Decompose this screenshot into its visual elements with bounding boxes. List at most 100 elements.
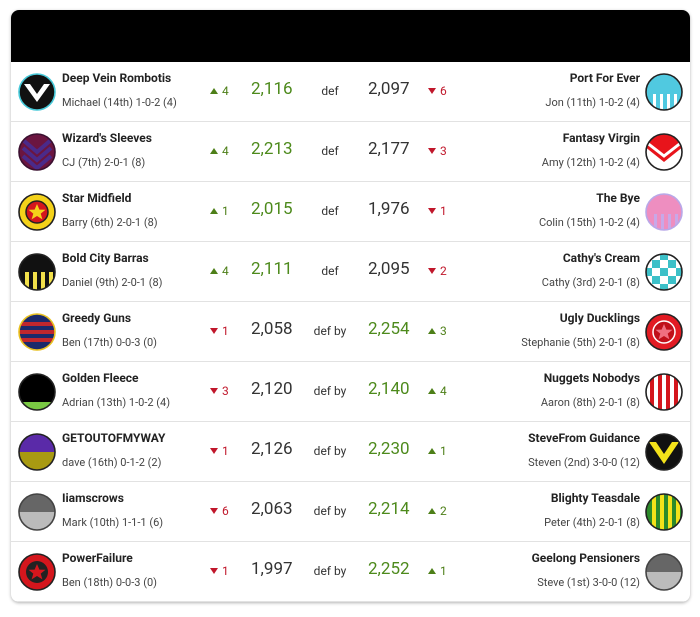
away-score: 2,095 [368, 259, 410, 279]
home-trend-arrow [210, 328, 218, 334]
team-guernsey [18, 553, 56, 591]
home-rank-move: 3 [222, 384, 229, 398]
away-trend-arrow [428, 208, 436, 214]
match-row: Golden Fleece Adrian (13th) 1-0-2 (4) 3 2,1… [11, 362, 690, 422]
away-rank-move: 2 [440, 504, 447, 518]
home-rank-move: 1 [222, 324, 229, 338]
away-rank-move: 3 [440, 324, 447, 338]
home-trend-arrow [210, 448, 218, 454]
away-team-name: SteveFrom Guidance [528, 431, 640, 445]
home-score: 2,058 [251, 319, 293, 339]
away-team-name: Nuggets Nobodys [543, 371, 640, 385]
match-row: Greedy Guns Ben (17th) 0-0-3 (0) 1 2,058 def… [11, 302, 690, 362]
team-guernsey [18, 253, 56, 291]
team-guernsey [18, 193, 56, 231]
away-trend-arrow [428, 148, 436, 154]
home-trend-arrow [210, 508, 218, 514]
home-trend-arrow [210, 568, 218, 574]
home-team-name: Greedy Guns [62, 311, 131, 325]
match-row: Bold City Barras Daniel (9th) 2-0-1 (8) 4 2… [11, 242, 690, 302]
home-team-name: PowerFailure [62, 551, 133, 565]
away-score: 2,214 [368, 499, 410, 519]
away-score: 2,230 [368, 439, 410, 459]
result: def by [313, 384, 347, 398]
away-team-name: Port For Ever [569, 71, 640, 85]
away-team-detail: Cathy (3rd) 2-0-1 (8) [541, 276, 640, 289]
away-rank-move: 1 [440, 444, 447, 458]
away-team-detail: Peter (4th) 2-0-1 (8) [544, 516, 640, 529]
home-team-name: Star Midfield [62, 191, 132, 205]
away-team-name: Cathy's Cream [562, 251, 640, 265]
home-team-detail: Ben (17th) 0-0-3 (0) [62, 336, 157, 349]
home-team-name: GETOUTOFMYWAY [62, 431, 166, 445]
away-trend-arrow [428, 88, 436, 94]
match-row: PowerFailure Ben (18th) 0-0-3 (0) 1 1,997 de… [11, 542, 690, 602]
result: def by [313, 564, 347, 578]
away-rank-move: 2 [440, 264, 447, 278]
away-team-detail: Colin (15th) 1-0-2 (4) [538, 216, 640, 229]
home-score: 2,120 [251, 379, 293, 399]
result: def by [313, 324, 347, 338]
team-guernsey [645, 133, 683, 171]
home-rank-move: 1 [222, 204, 229, 218]
team-guernsey [645, 493, 683, 531]
home-rank-move: 1 [222, 444, 229, 458]
away-team-detail: Steven (2nd) 3-0-0 (12) [528, 456, 640, 469]
away-team-name: Blighty Teasdale [550, 491, 640, 505]
home-score: 2,015 [251, 199, 293, 219]
match-row: GETOUTOFMYWAY dave (16th) 0-1-2 (2) 1 2,126… [11, 422, 690, 482]
home-team-detail: Adrian (13th) 1-0-2 (4) [62, 396, 171, 409]
home-trend-arrow [210, 88, 218, 94]
home-team-detail: Ben (18th) 0-0-3 (0) [62, 576, 157, 589]
away-score: 2,177 [368, 139, 410, 159]
home-score: 2,063 [251, 499, 293, 519]
team-guernsey [18, 73, 56, 111]
match-row: Wizard's Sleeves CJ (7th) 2-0-1 (8) 4 2,213… [11, 122, 690, 182]
match-row: Deep Vein Rombotis Michael (14th) 1-0-2 (… [11, 62, 690, 122]
team-guernsey [645, 73, 683, 111]
home-trend-arrow [210, 148, 218, 154]
away-team-detail: Steve (1st) 3-0-0 (12) [537, 576, 640, 589]
away-team-name: Ugly Ducklings [559, 311, 640, 325]
away-rank-move: 6 [440, 84, 447, 98]
result: def [321, 144, 339, 158]
team-guernsey [18, 373, 56, 411]
team-guernsey [645, 253, 683, 291]
home-team-name: Iiamscrows [62, 491, 124, 505]
away-team-name: The Bye [596, 191, 640, 205]
home-team-name: Golden Fleece [62, 371, 139, 385]
home-score: 2,111 [251, 259, 293, 279]
match-row: Iiamscrows Mark (10th) 1-1-1 (6) 6 2,063 def… [11, 482, 690, 542]
team-guernsey [645, 313, 683, 351]
home-score: 2,213 [251, 139, 293, 159]
away-score: 2,097 [368, 79, 410, 99]
away-rank-move: 1 [440, 204, 447, 218]
away-team-name: Geelong Pensioners [531, 551, 640, 565]
home-team-detail: Barry (6th) 2-0-1 (8) [62, 216, 158, 229]
team-guernsey [18, 493, 56, 531]
home-trend-arrow [210, 208, 218, 214]
away-trend-arrow [428, 508, 436, 514]
matchups-card: Deep Vein Rombotis Michael (14th) 1-0-2 (… [11, 10, 690, 602]
team-guernsey [645, 553, 683, 591]
away-team-detail: Aaron (8th) 2-0-1 (8) [540, 396, 640, 409]
home-trend-arrow [210, 268, 218, 274]
team-guernsey [645, 373, 683, 411]
header-bar [11, 10, 690, 62]
away-trend-arrow [428, 568, 436, 574]
team-guernsey [18, 133, 56, 171]
away-trend-arrow [428, 448, 436, 454]
home-team-detail: dave (16th) 0-1-2 (2) [62, 456, 162, 469]
result: def by [313, 444, 347, 458]
away-trend-arrow [428, 328, 436, 334]
home-team-detail: Daniel (9th) 2-0-1 (8) [62, 276, 163, 289]
match-row: Star Midfield Barry (6th) 2-0-1 (8) 1 2,015… [11, 182, 690, 242]
away-score: 2,140 [368, 379, 410, 399]
home-rank-move: 6 [222, 504, 229, 518]
team-guernsey [18, 433, 56, 471]
away-trend-arrow [428, 388, 436, 394]
home-score: 1,997 [251, 559, 293, 579]
result: def [321, 204, 339, 218]
home-rank-move: 1 [222, 564, 229, 578]
team-guernsey [645, 193, 683, 231]
